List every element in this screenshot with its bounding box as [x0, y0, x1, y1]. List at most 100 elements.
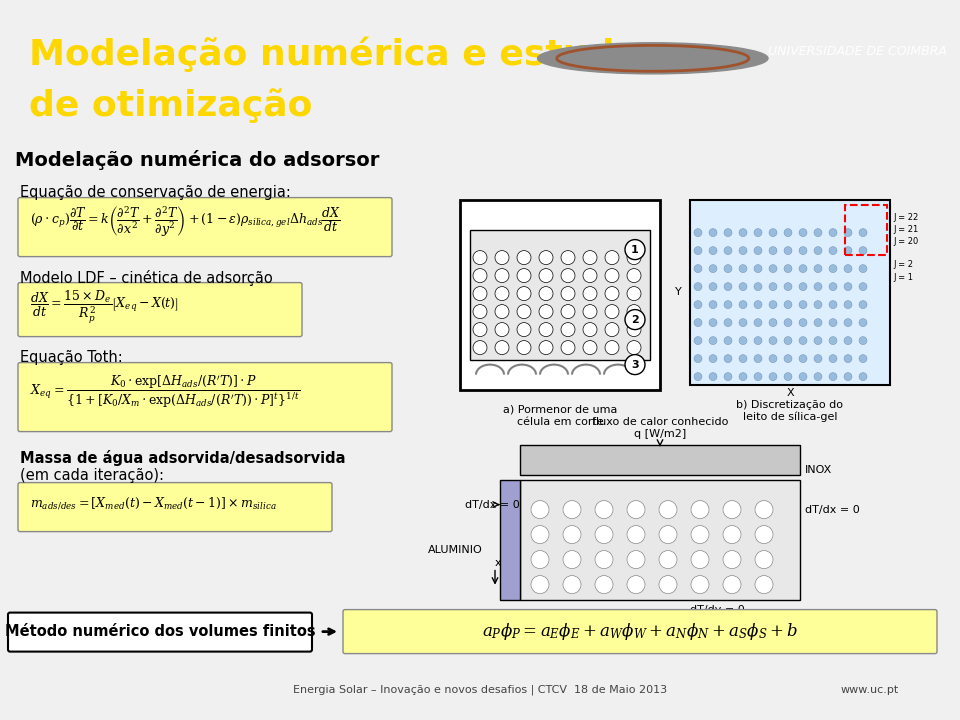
Text: $X_{eq}=\dfrac{K_0\cdot\exp[\Delta H_{ads}/(R^{\prime}T)]\cdot P}{\{1+[K_0/X_m\c: $X_{eq}=\dfrac{K_0\cdot\exp[\Delta H_{ad… — [30, 374, 300, 410]
Circle shape — [859, 264, 867, 273]
Circle shape — [844, 246, 852, 255]
Circle shape — [473, 323, 487, 336]
Text: c) Condições de fronteira: c) Condições de fronteira — [581, 615, 739, 628]
Circle shape — [754, 318, 762, 327]
Circle shape — [844, 372, 852, 381]
Circle shape — [563, 551, 581, 569]
Circle shape — [561, 341, 575, 354]
Circle shape — [517, 341, 531, 354]
Circle shape — [561, 269, 575, 282]
Circle shape — [799, 228, 807, 237]
Circle shape — [859, 372, 867, 381]
Circle shape — [473, 287, 487, 300]
Circle shape — [724, 282, 732, 291]
Circle shape — [495, 269, 509, 282]
Circle shape — [539, 269, 553, 282]
Circle shape — [769, 282, 777, 291]
Circle shape — [517, 251, 531, 264]
Circle shape — [814, 264, 822, 273]
Bar — [460, 199, 660, 390]
Circle shape — [694, 300, 702, 309]
Circle shape — [784, 300, 792, 309]
Bar — [520, 480, 800, 600]
Circle shape — [844, 282, 852, 291]
FancyBboxPatch shape — [18, 363, 392, 431]
Circle shape — [723, 500, 741, 518]
Circle shape — [709, 318, 717, 327]
Circle shape — [659, 551, 677, 569]
Circle shape — [739, 354, 747, 363]
Circle shape — [709, 264, 717, 273]
Circle shape — [709, 354, 717, 363]
Text: www.uc.pt: www.uc.pt — [841, 685, 900, 695]
Circle shape — [595, 575, 613, 593]
Circle shape — [754, 228, 762, 237]
Circle shape — [724, 228, 732, 237]
Text: J = 22: J = 22 — [893, 213, 919, 222]
Circle shape — [784, 336, 792, 345]
Circle shape — [754, 336, 762, 345]
Circle shape — [859, 228, 867, 237]
Text: q [W/m2]: q [W/m2] — [634, 428, 686, 438]
Text: Modelação numérica e estudo: Modelação numérica e estudo — [29, 36, 639, 72]
Circle shape — [709, 300, 717, 309]
Circle shape — [531, 526, 549, 544]
Text: INOX: INOX — [805, 464, 832, 474]
Text: dT/dy = 0: dT/dy = 0 — [690, 605, 745, 615]
Circle shape — [769, 264, 777, 273]
Circle shape — [814, 300, 822, 309]
Circle shape — [769, 336, 777, 345]
Circle shape — [517, 287, 531, 300]
Text: Modelo LDF – cinética de adsorção: Modelo LDF – cinética de adsorção — [20, 269, 273, 286]
Bar — [845, 204, 887, 255]
Circle shape — [799, 300, 807, 309]
Text: C ·: C · — [691, 45, 709, 59]
Circle shape — [531, 575, 549, 593]
Circle shape — [538, 42, 768, 74]
Circle shape — [814, 372, 822, 381]
Circle shape — [694, 336, 702, 345]
Circle shape — [754, 300, 762, 309]
FancyBboxPatch shape — [18, 482, 332, 531]
FancyBboxPatch shape — [18, 282, 302, 336]
Circle shape — [694, 228, 702, 237]
Circle shape — [724, 372, 732, 381]
Text: 3: 3 — [631, 359, 638, 369]
Circle shape — [517, 269, 531, 282]
Circle shape — [754, 354, 762, 363]
Circle shape — [495, 287, 509, 300]
Circle shape — [595, 551, 613, 569]
Text: Equação Toth:: Equação Toth: — [20, 350, 123, 364]
Circle shape — [739, 300, 747, 309]
Text: dT/dx = 0: dT/dx = 0 — [465, 500, 519, 510]
Circle shape — [539, 251, 553, 264]
Circle shape — [829, 300, 837, 309]
Circle shape — [561, 251, 575, 264]
Circle shape — [784, 246, 792, 255]
Circle shape — [627, 500, 645, 518]
Text: Massa de água adsorvida/desadsorvida: Massa de água adsorvida/desadsorvida — [20, 449, 346, 466]
Bar — [690, 199, 890, 384]
Text: fluxo de calor conhecido: fluxo de calor conhecido — [591, 417, 729, 426]
Circle shape — [517, 323, 531, 336]
Circle shape — [691, 551, 709, 569]
Circle shape — [829, 264, 837, 273]
Circle shape — [691, 575, 709, 593]
Circle shape — [755, 500, 773, 518]
Circle shape — [799, 282, 807, 291]
Text: leito de sílica-gel: leito de sílica-gel — [743, 412, 837, 422]
Circle shape — [784, 264, 792, 273]
Circle shape — [627, 526, 645, 544]
Circle shape — [583, 269, 597, 282]
FancyBboxPatch shape — [8, 613, 312, 652]
Circle shape — [859, 246, 867, 255]
Text: J = 20: J = 20 — [893, 237, 919, 246]
Circle shape — [814, 246, 822, 255]
Circle shape — [784, 354, 792, 363]
Circle shape — [723, 575, 741, 593]
Circle shape — [784, 318, 792, 327]
Circle shape — [724, 264, 732, 273]
Circle shape — [739, 282, 747, 291]
Circle shape — [844, 300, 852, 309]
Circle shape — [625, 310, 645, 330]
